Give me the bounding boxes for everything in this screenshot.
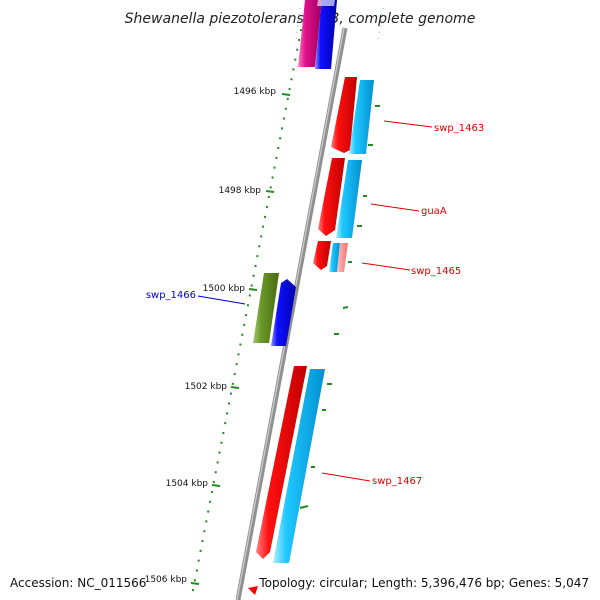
minor-tick xyxy=(299,505,309,509)
callout-line-swp-1467 xyxy=(321,472,371,482)
major-tick xyxy=(248,288,258,291)
gene-blue-top[interactable] xyxy=(315,0,337,69)
label-swp-1463[interactable]: swp_1463 xyxy=(434,123,484,134)
gene-swp-1465-cyan[interactable] xyxy=(329,243,340,272)
callout-line-swp-1466 xyxy=(197,295,246,305)
label-swp-1467[interactable]: swp_1467 xyxy=(372,476,422,487)
tick-labels: 1496 kbp 1498 kbp 1500 kbp 1502 kbp 1504… xyxy=(145,87,277,585)
callout-line-swp-1463 xyxy=(383,120,433,128)
minor-tick xyxy=(342,306,349,309)
gene-bottom-marker[interactable] xyxy=(248,586,258,595)
minor-right-ticks xyxy=(299,105,380,509)
gene-swp-1463[interactable] xyxy=(349,80,374,154)
gene-blue-top-cap xyxy=(317,0,335,6)
gene-magenta-top[interactable] xyxy=(298,0,322,67)
gene-swp-1467-red[interactable] xyxy=(256,366,307,559)
tick-track xyxy=(191,29,303,592)
gene-guaA[interactable] xyxy=(336,160,362,238)
gene-swp-1465-red[interactable] xyxy=(313,241,331,270)
label-swp-1465[interactable]: swp_1465 xyxy=(411,266,461,277)
gene-callouts: swp_1463 guaA swp_1465 swp_1466 swp_1467 xyxy=(146,120,484,487)
tick-label-1502: 1502 kbp xyxy=(185,382,228,392)
tick-label-1496: 1496 kbp xyxy=(234,87,277,97)
major-tick xyxy=(190,582,200,585)
major-tick xyxy=(230,386,240,389)
callout-line-guaA xyxy=(370,203,420,212)
major-tick xyxy=(281,93,291,96)
major-tick xyxy=(211,484,221,487)
gene-swp-1467[interactable] xyxy=(273,369,325,563)
label-guaA[interactable]: guaA xyxy=(421,206,447,217)
gene-swp-1465[interactable] xyxy=(337,243,348,272)
gene-swp-1463-red[interactable] xyxy=(331,77,357,153)
gene-swp-1466-blue[interactable] xyxy=(271,279,296,346)
callout-line-swp-1465 xyxy=(361,262,411,271)
label-swp-1466[interactable]: swp_1466 xyxy=(146,290,196,301)
tick-label-1504: 1504 kbp xyxy=(166,479,209,489)
major-ticks xyxy=(190,93,291,585)
tick-label-1498: 1498 kbp xyxy=(219,186,262,196)
map-title: Shewanella piezotolerans WP3, complete g… xyxy=(125,11,476,27)
gene-swp-1466[interactable] xyxy=(253,273,279,343)
accession-text: Accession: NC_011566 xyxy=(10,576,146,590)
tick-label-1506: 1506 kbp xyxy=(145,575,188,585)
gene-guaA-red[interactable] xyxy=(318,158,345,236)
tick-label-1500: 1500 kbp xyxy=(203,284,246,294)
genome-backbone xyxy=(235,27,348,600)
gene-features xyxy=(248,0,374,595)
topology-text: Topology: circular; Length: 5,396,476 bp… xyxy=(258,576,589,590)
major-tick xyxy=(265,190,275,193)
